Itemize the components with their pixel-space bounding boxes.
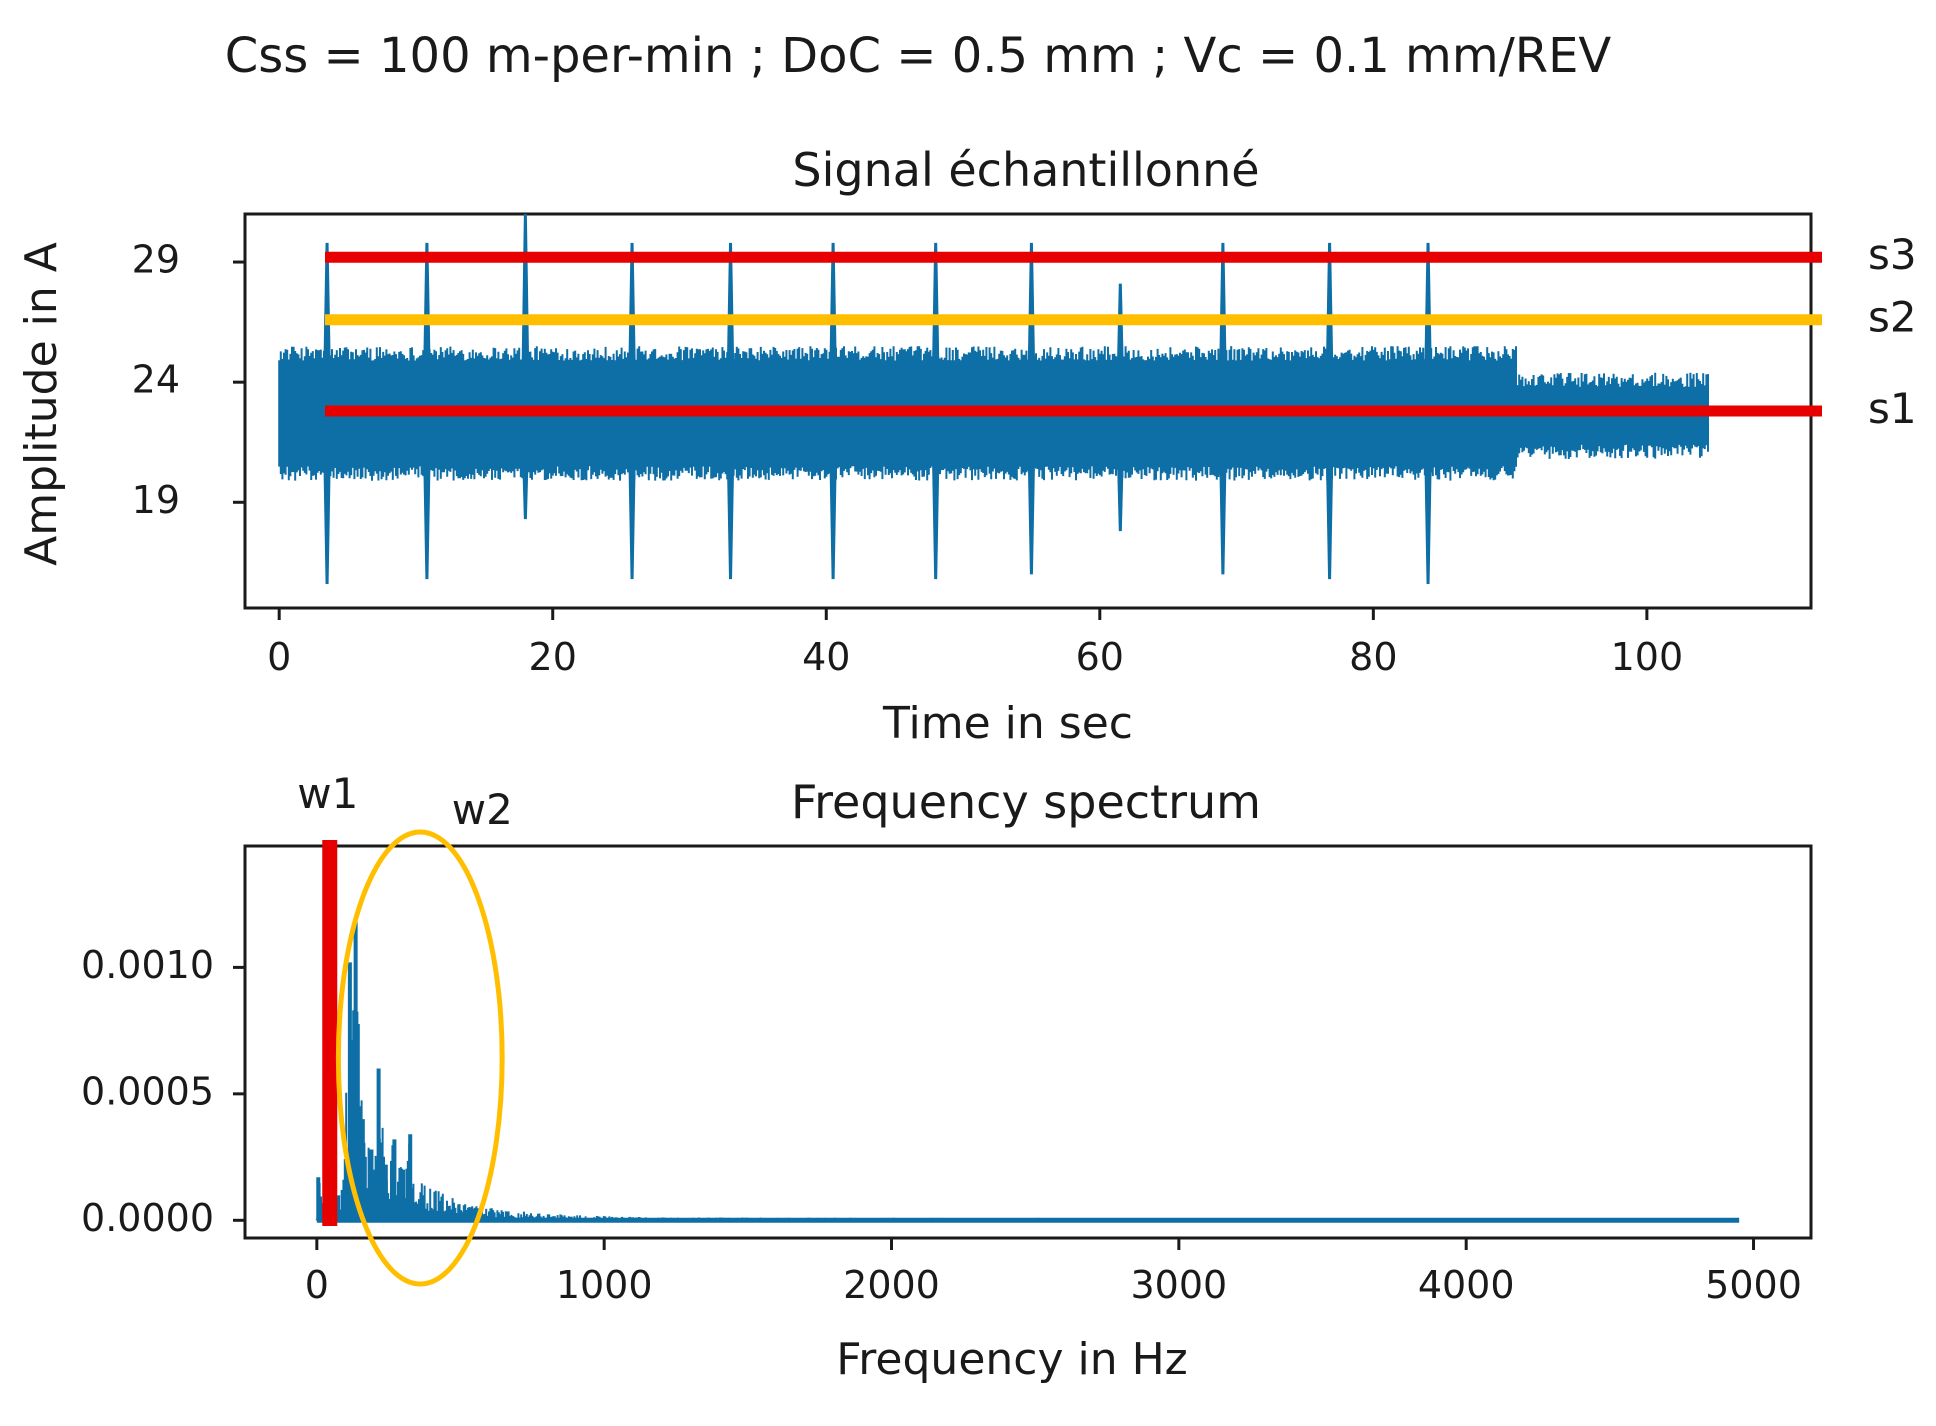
signal-chart: Signal échantillonné 0 20 40 60 80 100192429 … [16, 143, 1917, 749]
signal-x-tick-label: 80 [1349, 635, 1397, 679]
spectrum-x-tick-label: 1000 [556, 1263, 653, 1307]
spectrum-y-tick-label: 0.0000 [81, 1196, 214, 1240]
annotation-w2-ellipse [335, 829, 505, 1287]
signal-x-tick-label: 40 [802, 635, 850, 679]
threshold-lines: s3 s2 s1 [325, 230, 1917, 433]
spectrum-x-tick-label: 5000 [1705, 1263, 1802, 1307]
threshold-s2-label: s2 [1868, 293, 1917, 342]
signal-x-tick-label: 100 [1611, 635, 1684, 679]
signal-series [278, 214, 1709, 584]
signal-x-tick-label: 60 [1076, 635, 1124, 679]
annotation-w1-label: w1 [297, 769, 358, 818]
threshold-s3-label: s3 [1868, 230, 1917, 279]
annotation-w2-label: w2 [452, 785, 513, 834]
spectrum-trace [315, 995, 1739, 1221]
spectrum-x-tick-label: 2000 [843, 1263, 940, 1307]
signal-y-tick-label: 24 [132, 358, 180, 402]
spectrum-axes: 0 1000 2000 3000 4000 5000 0.0000 0.0005 0.0010 [81, 943, 1802, 1307]
signal-x-tick-label: 0 [267, 635, 291, 679]
signal-y-tick-label: 29 [132, 238, 180, 282]
spectrum-chart-title: Frequency spectrum [791, 775, 1261, 829]
signal-axes: 0 20 40 60 80 100 19 24 29 [132, 238, 1684, 679]
spectrum-y-tick-label: 0.0010 [81, 943, 214, 987]
spectrum-x-tick-label: 0 [305, 1263, 329, 1307]
signal-x-axis-label: Time in sec [882, 698, 1133, 749]
figure-suptitle: Css = 100 m-per-min ; DoC = 0.5 mm ; Vc … [225, 28, 1612, 84]
signal-spike-3 [520, 214, 530, 520]
spectrum-x-tick-label: 3000 [1130, 1263, 1227, 1307]
signal-y-axis-label: Amplitude in A [16, 242, 67, 566]
spectrum-annotations: w1 w2 [297, 769, 513, 1287]
spectrum-plot-frame [243, 844, 1813, 1240]
signal-y-tick-label: 19 [132, 478, 180, 522]
spectrum-x-axis-label: Frequency in Hz [836, 1334, 1188, 1385]
spectrum-x-tick-label: 4000 [1418, 1263, 1515, 1307]
signal-x-tick-label: 20 [529, 635, 577, 679]
spectrum-series [315, 921, 1740, 1223]
threshold-s1-label: s1 [1868, 384, 1917, 433]
signal-chart-title: Signal échantillonné [792, 143, 1259, 197]
spectrum-chart: Frequency spectrum 0 1000 2000 3000 4000 5000… [81, 769, 1813, 1385]
spectrum-y-tick-label: 0.0005 [81, 1069, 214, 1113]
